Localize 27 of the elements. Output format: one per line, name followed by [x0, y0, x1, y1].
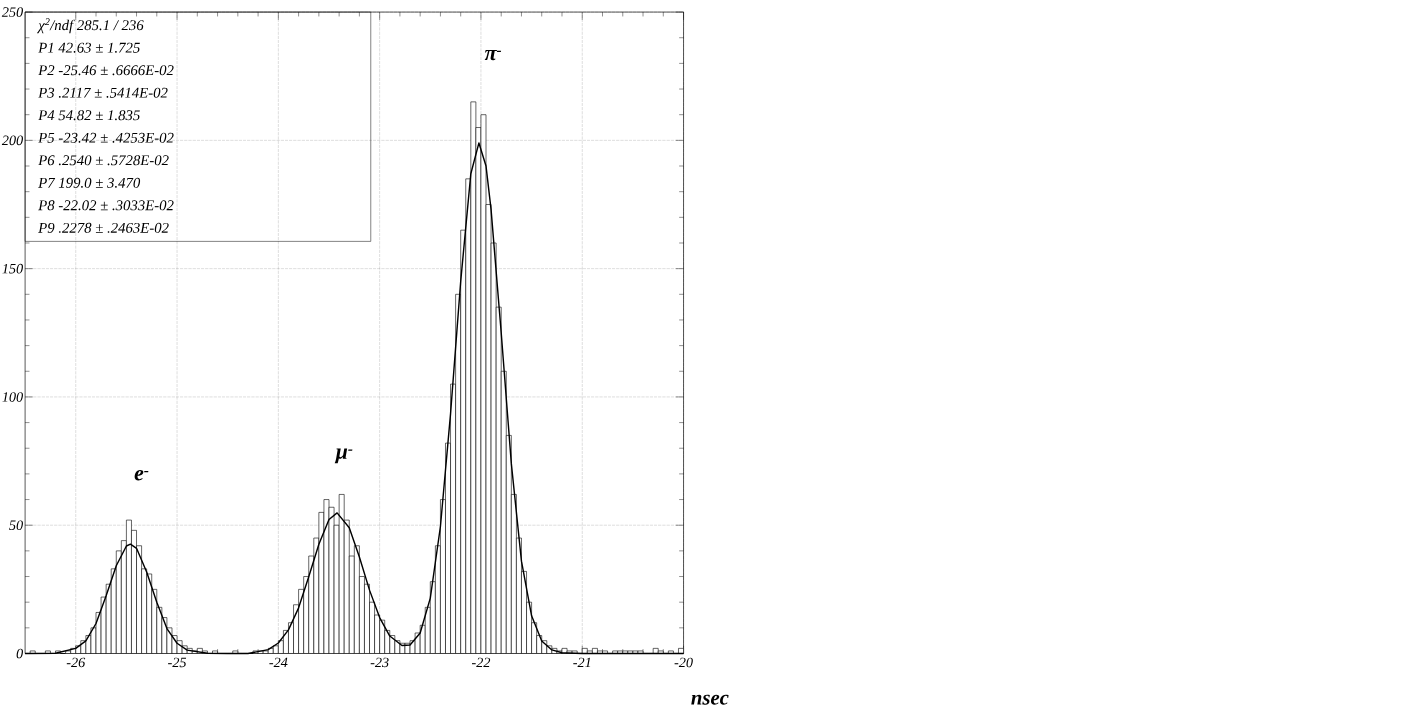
x-tick-label: -23 — [370, 657, 389, 668]
annotation: μ$^{-}$ — [334, 448, 353, 464]
annotation: P1 42.63 ± 1.725 — [38, 43, 140, 53]
x-tick-label: -20 — [674, 657, 693, 668]
x-tick-label: -24 — [269, 657, 288, 668]
x-tick-label: -22 — [472, 657, 491, 668]
annotation: P2 -25.46 ± .6666E-02 — [38, 65, 174, 76]
y-tick-label: 250 — [1, 7, 23, 18]
annotation: P6 .2540 ± .5728E-02 — [38, 155, 169, 166]
annotation: π$^{-}$ — [484, 50, 502, 61]
x-tick-label: -21 — [573, 657, 591, 668]
annotation: P4 54.82 ± 1.835 — [38, 110, 140, 121]
y-tick-label: 150 — [2, 264, 23, 274]
x-tick-label: -25 — [168, 657, 187, 668]
annotation: P5 -23.42 ± .4253E-02 — [38, 133, 174, 144]
y-tick-label: 50 — [9, 520, 23, 531]
y-tick-label: 200 — [1, 135, 23, 146]
annotation: P3 .2117 ± .5414E-02 — [38, 87, 168, 99]
y-tick-label: 0 — [16, 648, 23, 659]
y-tick-label: 100 — [2, 392, 23, 402]
annotation: P8 -22.02 ± .3033E-02 — [38, 200, 174, 211]
x-axis-title: nsec — [691, 694, 729, 705]
annotation: χ$^{2}$/ndf 285.1 / 236 — [37, 18, 144, 34]
annotation: e$^{-}$ — [134, 470, 149, 481]
x-tick-label: -26 — [66, 657, 86, 668]
annotation: P7 199.0 ± 3.470 — [38, 178, 141, 189]
annotation: P9 .2278 ± .2463E-02 — [38, 223, 169, 234]
